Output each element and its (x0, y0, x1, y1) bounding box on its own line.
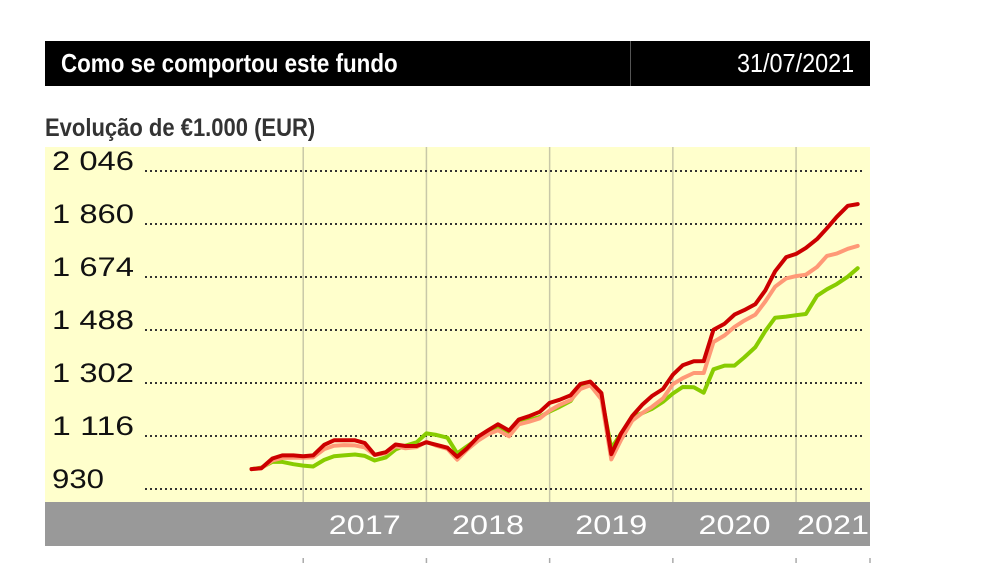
chart-title: Evolução de €1.000 (EUR) (45, 114, 316, 142)
section-header: Como se comportou este fundo 31/07/2021 (45, 41, 870, 86)
y-tick-label: 1 488 (52, 305, 134, 335)
x-tick-label: 2018 (452, 510, 524, 540)
y-tick-label: 1 116 (52, 411, 134, 441)
header-divider (630, 41, 631, 86)
y-tick-label: 1 860 (52, 199, 134, 229)
section-title: Como se comportou este fundo (61, 48, 398, 78)
as-of-date: 31/07/2021 (736, 48, 854, 78)
series-line-1 (249, 202, 860, 472)
plot-area (45, 147, 870, 502)
x-tick-label: 2019 (575, 510, 647, 540)
y-tick-label: 1 674 (52, 252, 134, 282)
x-tick-label: 2021 (797, 510, 869, 540)
x-axis-band (45, 502, 870, 546)
x-tick-label: 2020 (698, 510, 770, 540)
y-tick-label: 1 302 (52, 358, 134, 388)
series-line-2 (249, 243, 860, 472)
y-tick-label: 2 046 (52, 146, 134, 176)
x-tick-label: 2017 (329, 510, 401, 540)
y-tick-label: 930 (52, 464, 104, 494)
